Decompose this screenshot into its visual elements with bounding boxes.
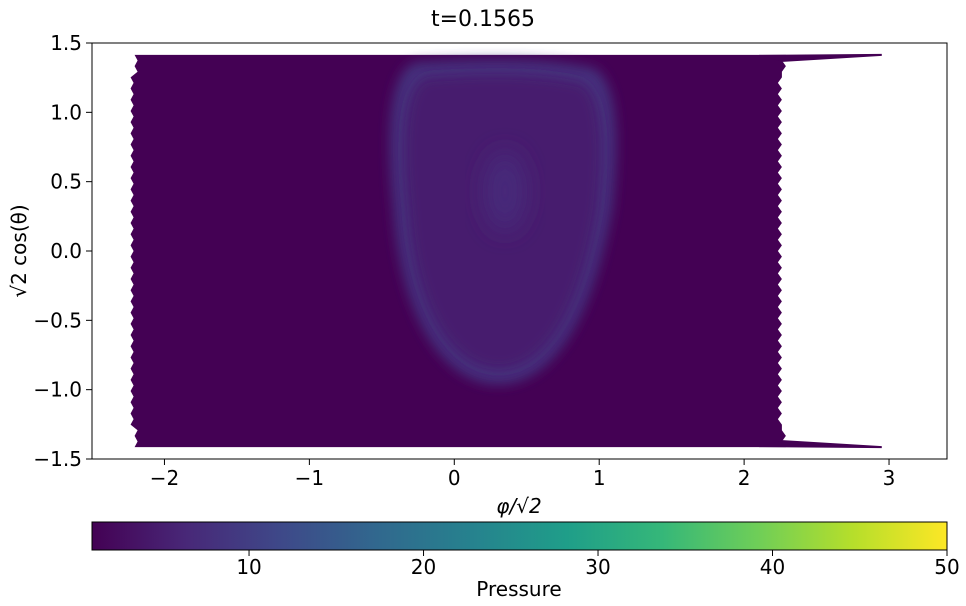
y-tick-label: −1.5 — [33, 447, 82, 471]
x-tick-label: −2 — [150, 466, 179, 490]
pressure-field-bottom-tail — [758, 440, 882, 449]
colorbar-label: Pressure — [476, 577, 561, 601]
x-axis-ticks: −2 −1 0 1 2 3 — [150, 459, 896, 490]
colorbar-tick-label: 30 — [585, 555, 610, 579]
colorbar-tick-label: 40 — [760, 555, 785, 579]
colorbar — [91, 521, 948, 551]
colorbar-tick-label: 10 — [236, 555, 261, 579]
y-tick-label: −1.0 — [33, 378, 82, 402]
y-axis-ticks: −1.5 −1.0 −0.5 0.0 0.5 1.0 1.5 — [33, 31, 92, 471]
x-tick-label: 0 — [448, 466, 461, 490]
colorbar-tick-label: 20 — [411, 555, 436, 579]
y-tick-label: 1.5 — [50, 31, 82, 55]
colorbar-ticks: 10 20 30 40 50 — [236, 550, 960, 579]
chart-title: t=0.1565 — [431, 7, 535, 32]
y-tick-label: −0.5 — [33, 308, 82, 332]
x-tick-label: 3 — [883, 466, 896, 490]
y-tick-label: 0.5 — [50, 170, 82, 194]
x-tick-label: 2 — [738, 466, 751, 490]
y-tick-label: 0.0 — [50, 239, 82, 263]
inner-pressure-peak — [485, 151, 526, 232]
x-tick-label: 1 — [593, 466, 606, 490]
pressure-field-top-tail — [758, 53, 882, 62]
y-axis-label: √2 cos(θ) — [7, 204, 31, 297]
x-tick-label: −1 — [295, 466, 324, 490]
colorbar-tick-label: 50 — [934, 555, 959, 579]
x-axis-label: φ/√2 — [496, 494, 541, 518]
plot-area — [130, 53, 882, 449]
y-tick-label: 1.0 — [50, 100, 82, 124]
